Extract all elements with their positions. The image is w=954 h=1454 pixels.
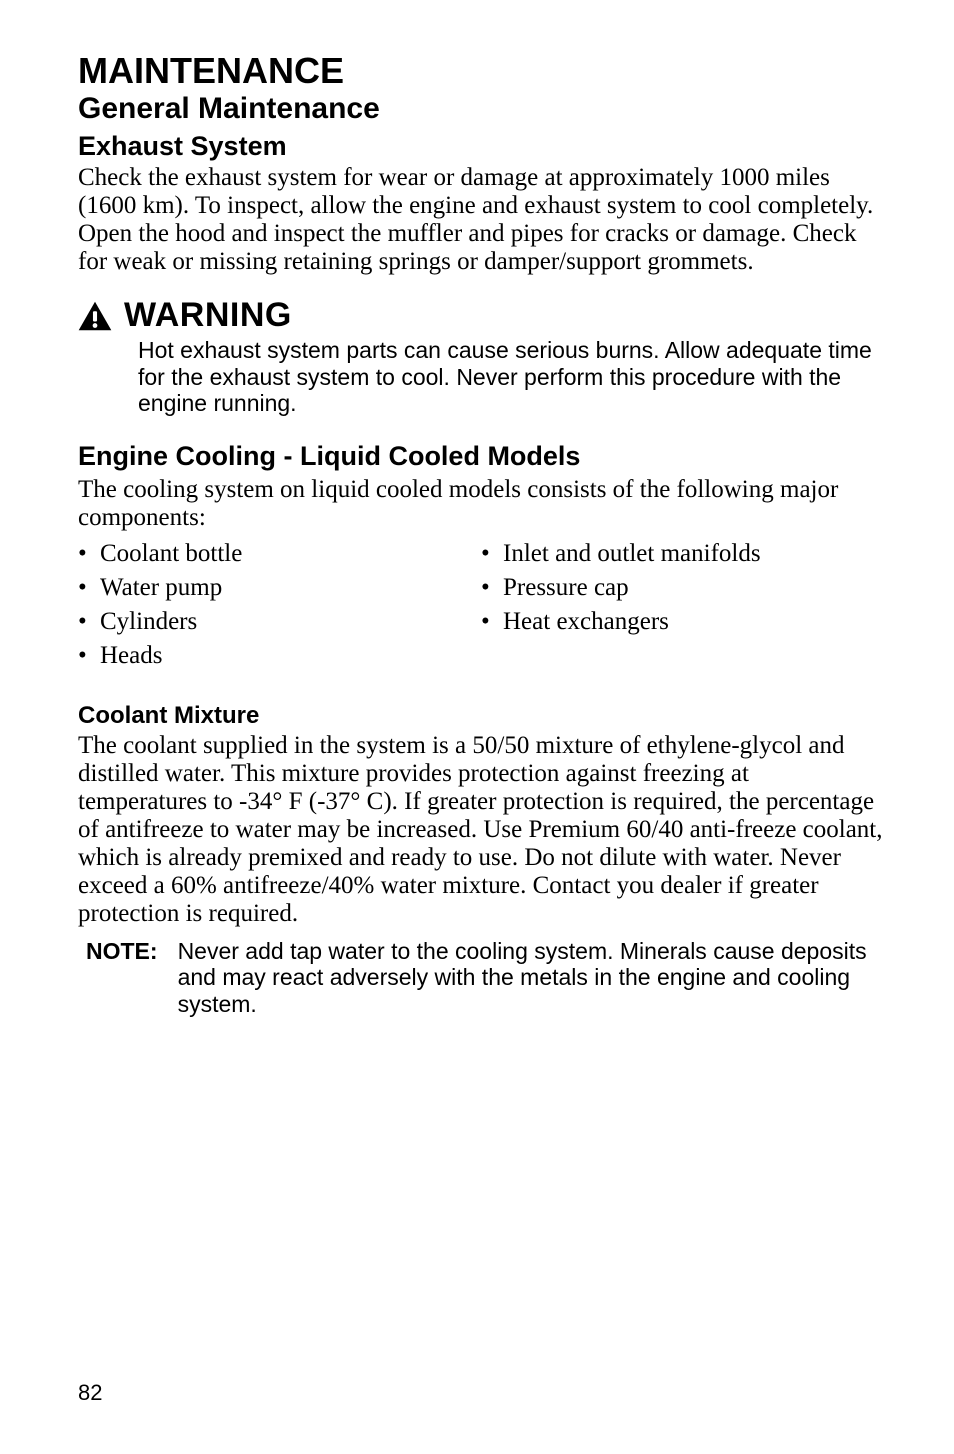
list-item: Cylinders bbox=[78, 608, 481, 636]
warning-body-text: Hot exhaust system parts can cause serio… bbox=[78, 337, 884, 416]
note-label: NOTE: bbox=[78, 938, 158, 1017]
paragraph-exhaust: Check the exhaust system for wear or dam… bbox=[78, 164, 884, 276]
list-item: Heat exchangers bbox=[481, 608, 884, 636]
page-title-maintenance: MAINTENANCE bbox=[78, 52, 884, 90]
page-number: 82 bbox=[78, 1380, 102, 1406]
component-list-left: Coolant bottle Water pump Cylinders Head… bbox=[78, 540, 481, 670]
list-item: Pressure cap bbox=[481, 574, 884, 602]
list-item: Water pump bbox=[78, 574, 481, 602]
warning-title: WARNING bbox=[124, 298, 292, 334]
paragraph-coolant: The coolant supplied in the system is a … bbox=[78, 732, 884, 928]
subsection-title-exhaust-system: Exhaust System bbox=[78, 131, 884, 162]
subsection-title-engine-cooling: Engine Cooling - Liquid Cooled Models bbox=[78, 441, 884, 472]
list-item: Coolant bottle bbox=[78, 540, 481, 568]
warning-triangle-icon bbox=[78, 301, 112, 331]
paragraph-engine-intro: The cooling system on liquid cooled mode… bbox=[78, 476, 884, 532]
subsubsection-title-coolant-mixture: Coolant Mixture bbox=[78, 702, 884, 730]
list-item: Heads bbox=[78, 642, 481, 670]
section-title-general-maintenance: General Maintenance bbox=[78, 92, 884, 125]
component-list-right: Inlet and outlet manifolds Pressure cap … bbox=[481, 540, 884, 636]
note-text: Never add tap water to the cooling syste… bbox=[178, 938, 884, 1017]
list-item: Inlet and outlet manifolds bbox=[481, 540, 884, 568]
